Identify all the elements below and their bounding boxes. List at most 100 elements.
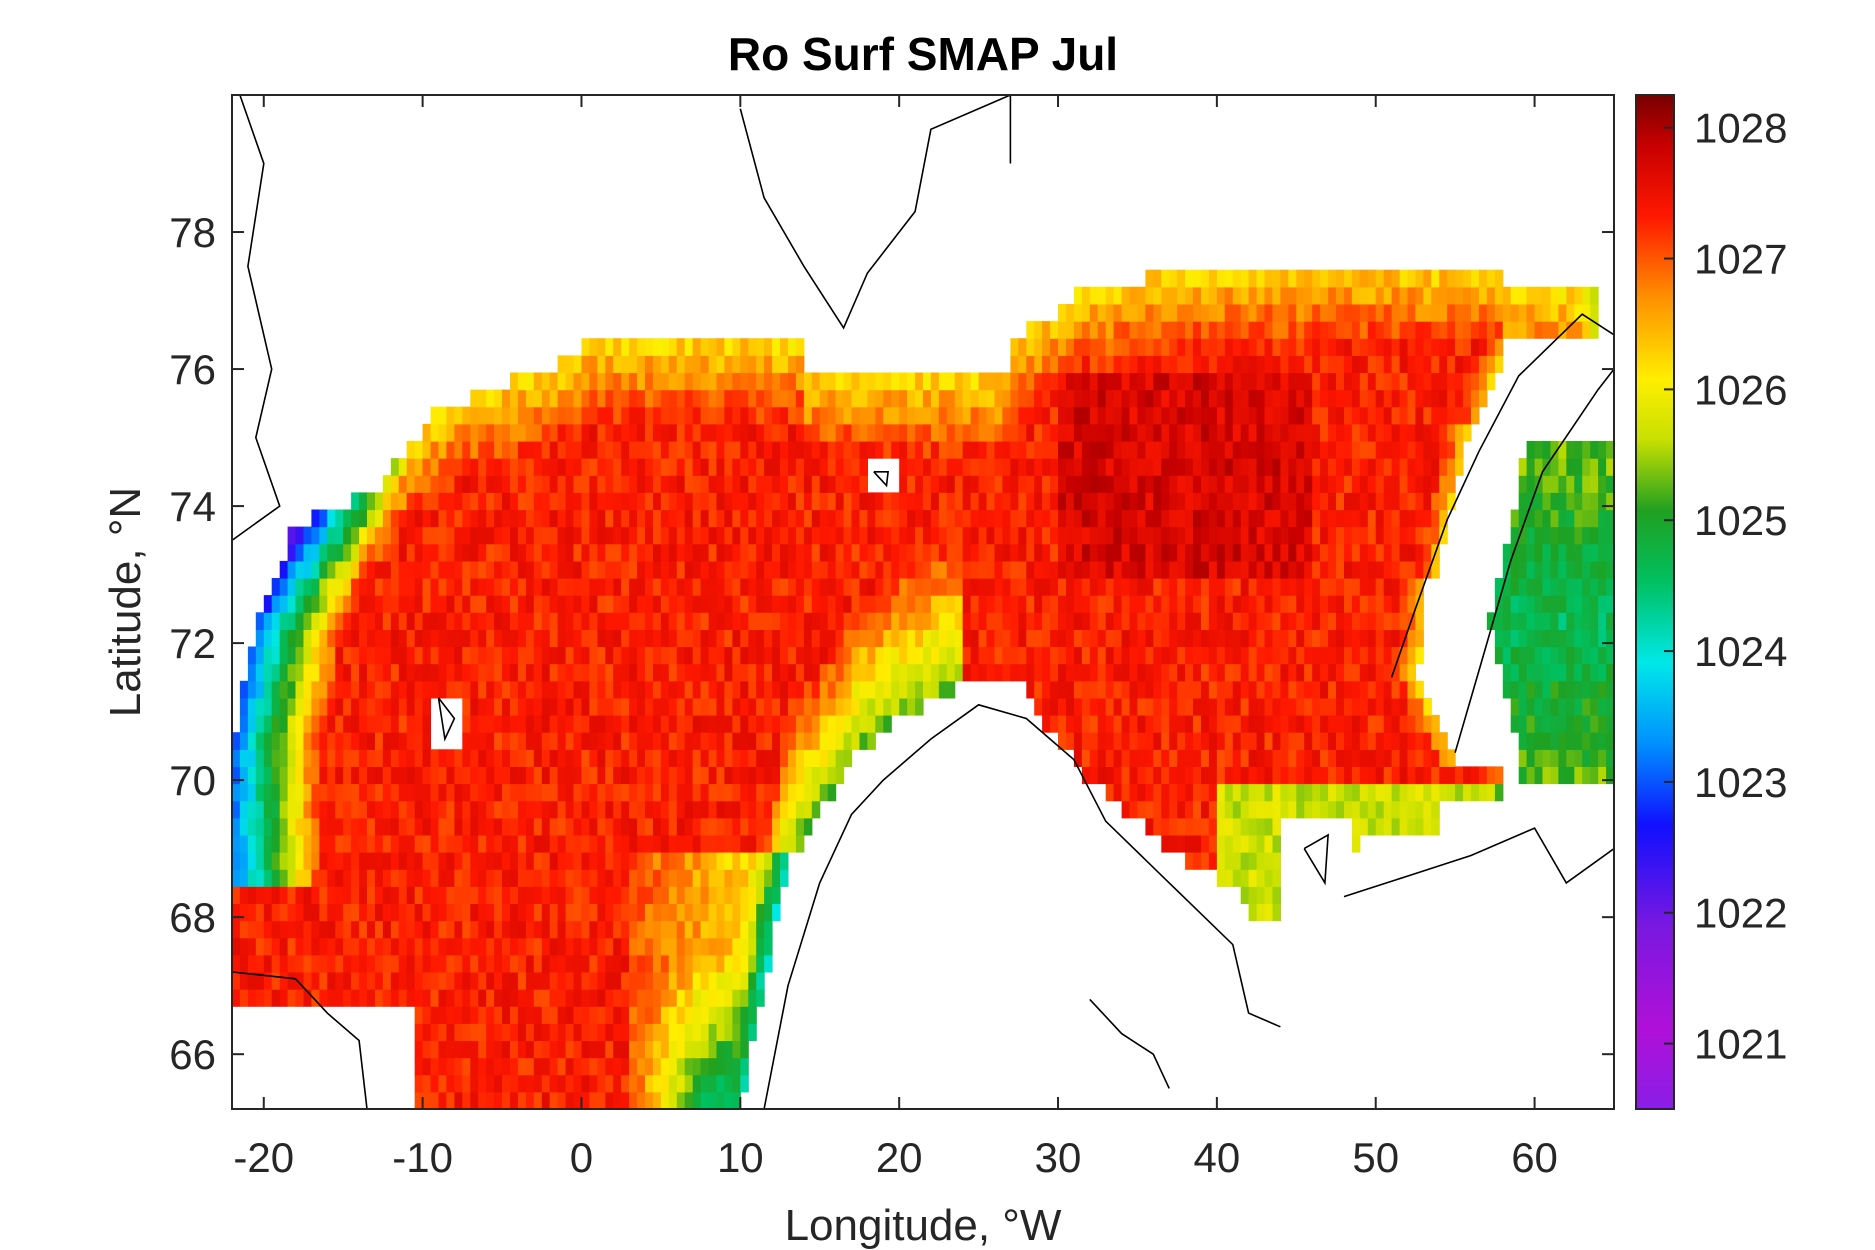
field-cell xyxy=(1256,475,1266,493)
field-cell xyxy=(1272,492,1281,511)
field-cell xyxy=(946,646,956,665)
field-cell xyxy=(1129,304,1138,322)
field-cell xyxy=(1050,543,1059,562)
field-cell xyxy=(708,852,718,870)
field-cell xyxy=(692,869,702,887)
field-cell xyxy=(740,972,749,990)
field-cell xyxy=(390,903,400,922)
field-cell xyxy=(978,423,988,442)
field-cell xyxy=(502,680,511,699)
field-cell xyxy=(637,972,646,990)
field-cell xyxy=(613,680,622,699)
field-cell xyxy=(740,526,749,545)
field-cell xyxy=(660,629,670,648)
field-cell xyxy=(1034,578,1043,596)
field-cell xyxy=(756,423,765,442)
field-cell xyxy=(327,509,336,528)
field-cell xyxy=(653,954,662,973)
field-cell xyxy=(367,680,376,699)
field-cell xyxy=(700,423,710,442)
field-cell xyxy=(1105,304,1115,322)
field-cell xyxy=(597,989,606,1007)
field-cell xyxy=(645,1057,654,1076)
field-cell xyxy=(1081,321,1091,339)
field-cell xyxy=(597,526,606,545)
field-cell xyxy=(1391,817,1401,836)
field-cell xyxy=(740,800,749,819)
field-cell xyxy=(1455,389,1464,408)
field-cell xyxy=(494,1057,503,1076)
field-cell xyxy=(247,646,257,665)
field-cell xyxy=(891,492,900,511)
field-cell xyxy=(1383,441,1393,459)
field-cell xyxy=(470,423,479,442)
field-cell xyxy=(589,492,598,511)
field-cell xyxy=(653,715,662,733)
field-cell xyxy=(1145,441,1154,459)
field-cell xyxy=(875,423,884,442)
field-cell xyxy=(1081,338,1091,356)
field-cell xyxy=(319,612,328,630)
field-cell xyxy=(367,800,376,819)
field-cell xyxy=(740,920,749,939)
field-cell xyxy=(502,749,511,767)
field-cell xyxy=(915,475,924,493)
field-cell xyxy=(1423,543,1432,562)
field-cell xyxy=(438,629,447,648)
field-cell xyxy=(1185,286,1194,305)
field-cell xyxy=(732,989,741,1007)
field-cell xyxy=(1129,355,1138,374)
field-cell xyxy=(1248,886,1258,904)
field-cell xyxy=(716,852,725,870)
field-cell xyxy=(946,595,956,613)
field-cell xyxy=(287,852,297,870)
field-cell xyxy=(1129,732,1138,750)
field-cell xyxy=(525,749,535,767)
field-cell xyxy=(1320,612,1329,630)
field-cell xyxy=(470,903,479,922)
field-cell xyxy=(772,526,781,545)
field-cell xyxy=(1256,903,1266,922)
field-cell xyxy=(573,629,582,648)
field-cell xyxy=(1002,595,1011,613)
field-cell xyxy=(390,629,400,648)
field-cell xyxy=(1328,458,1337,476)
field-cell xyxy=(517,680,527,699)
field-cell xyxy=(676,852,686,870)
field-cell xyxy=(597,1091,606,1109)
field-cell xyxy=(1367,595,1377,613)
field-cell xyxy=(756,852,765,870)
field-cell xyxy=(557,389,567,408)
field-cell xyxy=(382,749,392,767)
field-cell xyxy=(597,543,606,562)
field-cell xyxy=(1288,475,1297,493)
field-cell xyxy=(629,543,638,562)
field-cell xyxy=(1026,458,1035,476)
field-cell xyxy=(549,646,559,665)
field-cell xyxy=(263,920,273,939)
field-cell xyxy=(502,697,511,716)
field-cell xyxy=(1050,526,1059,545)
field-cell xyxy=(557,749,567,767)
field-cell xyxy=(946,578,956,596)
field-cell xyxy=(1272,441,1281,459)
field-cell xyxy=(573,937,582,956)
field-cell xyxy=(1105,475,1115,493)
field-cell xyxy=(255,766,265,785)
field-cell xyxy=(1129,629,1138,648)
field-cell xyxy=(438,646,447,665)
field-cell xyxy=(1240,783,1250,802)
field-cell xyxy=(438,680,447,699)
field-cell xyxy=(1248,852,1258,870)
field-cell xyxy=(724,595,733,613)
field-cell xyxy=(1208,406,1218,425)
field-cell xyxy=(303,749,312,767)
field-cell xyxy=(1121,560,1131,579)
field-cell xyxy=(637,595,646,613)
field-cell xyxy=(517,937,527,956)
field-cell xyxy=(899,458,908,476)
field-cell xyxy=(1026,663,1035,682)
field-cell xyxy=(851,406,860,425)
field-cell xyxy=(1272,886,1281,904)
field-cell xyxy=(1105,732,1115,750)
